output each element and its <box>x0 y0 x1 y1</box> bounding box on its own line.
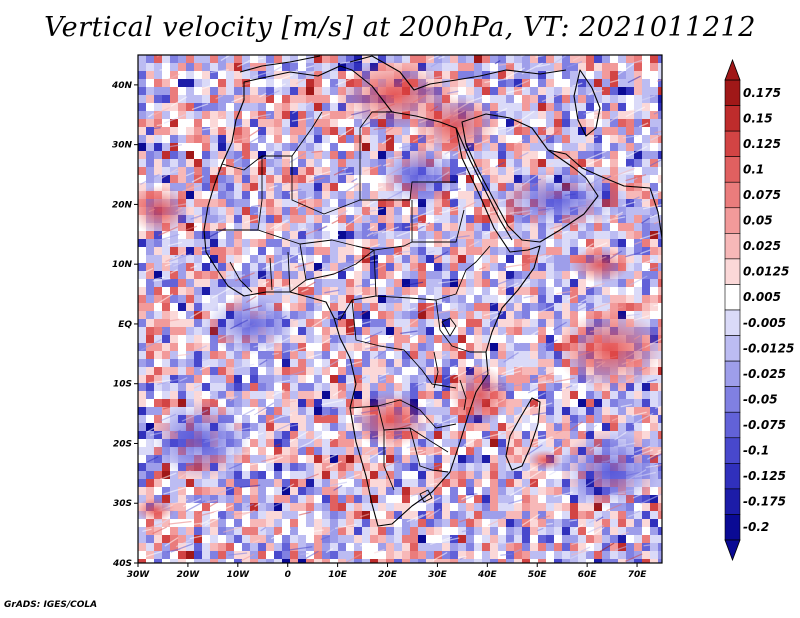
lat-tick-label: 30S <box>113 499 132 509</box>
velocity-field <box>138 55 662 563</box>
lon-tick-label: 70E <box>628 570 648 580</box>
colorbar-swatch <box>724 130 741 157</box>
colorbar-label: -0.05 <box>743 392 778 406</box>
colorbar-top-arrow <box>724 58 741 81</box>
map-title: Vertical velocity [m/s] at 200hPa, VT: 2… <box>44 12 756 43</box>
colorbar-swatch <box>724 437 741 464</box>
colorbar-label: 0.075 <box>743 188 781 202</box>
colorbar: 0.175 0.15 0.125 0.1 0.075 0.05 0.025 0.0125 0.0… <box>724 58 794 562</box>
lon-tick-label: 10E <box>328 570 348 580</box>
colorbar-label: 0.125 <box>743 137 781 151</box>
colorbar-label: -0.1 <box>743 444 769 458</box>
colorbar-label: -0.0125 <box>743 341 794 355</box>
colorbar-swatch <box>724 360 741 387</box>
coastlines <box>203 55 662 527</box>
colorbar-swatch <box>724 105 741 132</box>
lon-tick-label: 20W <box>177 570 201 580</box>
colorbar-swatch <box>724 463 741 490</box>
colorbar-label: -0.075 <box>743 418 786 432</box>
colorbar-label: -0.125 <box>743 469 786 483</box>
colorbar-swatch <box>724 156 741 183</box>
lon-tick-label: 20E <box>378 570 398 580</box>
colorbar-label: 0.0125 <box>743 265 789 279</box>
lat-tick-label: EQ <box>118 320 132 330</box>
colorbar-label: 0.05 <box>743 214 773 228</box>
credit-text: GrADS: IGES/COLA <box>4 600 98 610</box>
lat-tick-label: 40N <box>111 81 133 91</box>
colorbar-label: -0.2 <box>743 520 769 534</box>
map-frame <box>137 54 663 564</box>
colorbar-label: 0.15 <box>743 111 773 125</box>
latitude-axis: 40N 30N 20N 10N EQ 10S 20S 30S 40S <box>111 81 138 569</box>
colorbar-swatch <box>724 207 741 234</box>
colorbar-swatch <box>724 79 741 106</box>
colorbar-swatch <box>724 411 741 439</box>
colorbar-swatch <box>724 386 741 413</box>
lon-tick-label: 10W <box>227 570 251 580</box>
colorbar-swatch <box>724 284 741 311</box>
lon-tick-label: 40E <box>477 570 498 580</box>
lon-tick-label: 30W <box>127 570 151 580</box>
colorbar-label: -0.025 <box>743 367 786 381</box>
colorbar-swatch <box>724 309 741 336</box>
colorbar-label: 0.1 <box>743 162 764 176</box>
lon-tick-label: 50E <box>528 570 548 580</box>
lat-tick-label: 40S <box>112 559 132 569</box>
colorbar-label: 0.005 <box>743 290 781 304</box>
lat-tick-label: 30N <box>112 141 133 151</box>
lat-tick-label: 10N <box>112 260 133 270</box>
colorbar-swatch <box>724 488 741 515</box>
colorbar-swatch <box>724 514 741 541</box>
longitude-axis: 30W 20W 10W 0 10E 20E 30E 40E 50E 60E 70E <box>127 563 647 580</box>
lon-tick-label: 60E <box>578 570 598 580</box>
colorbar-label: 0.175 <box>743 86 781 100</box>
lat-tick-label: 10S <box>113 380 132 390</box>
lat-tick-label: 20S <box>113 439 132 449</box>
colorbar-label: 0.025 <box>743 239 781 253</box>
colorbar-swatch <box>724 335 741 362</box>
lon-tick-label: 0 <box>285 570 291 580</box>
lat-tick-label: 20N <box>112 200 133 210</box>
colorbar-label: -0.175 <box>743 495 786 509</box>
colorbar-swatch <box>724 233 741 260</box>
colorbar-swatch <box>724 258 741 285</box>
lon-tick-label: 30E <box>428 570 448 580</box>
colorbar-label: -0.005 <box>743 316 786 330</box>
colorbar-swatch <box>724 181 741 209</box>
colorbar-bottom-arrow <box>724 539 741 562</box>
